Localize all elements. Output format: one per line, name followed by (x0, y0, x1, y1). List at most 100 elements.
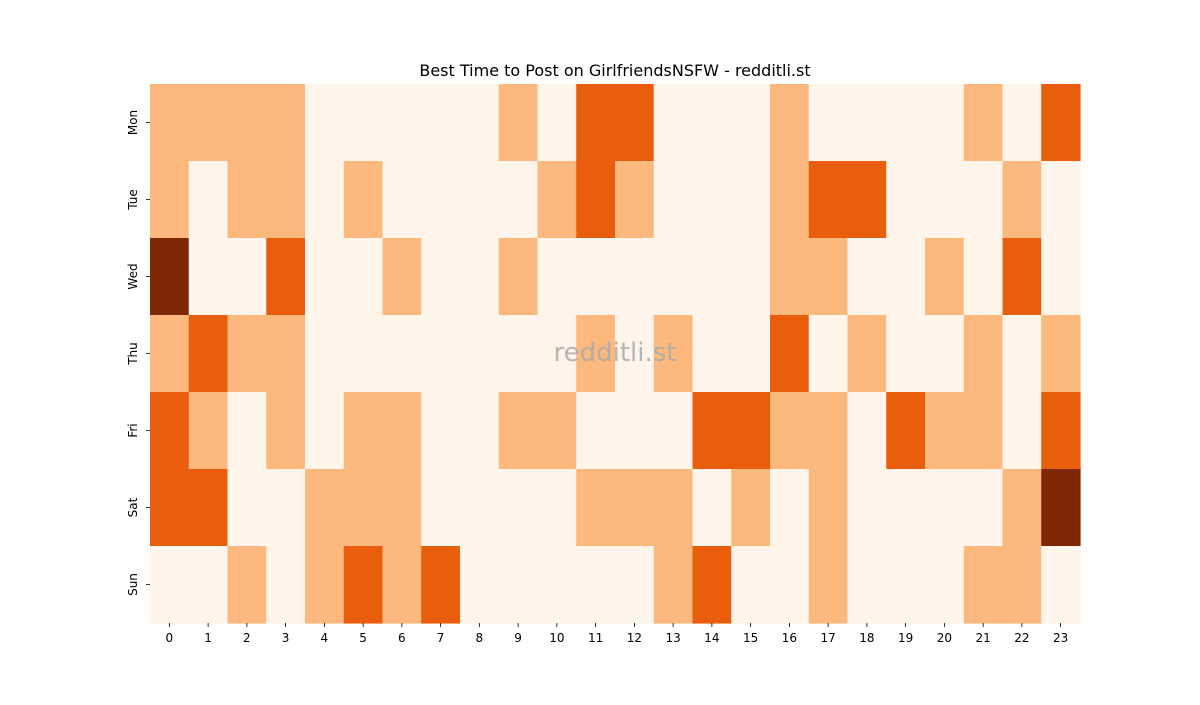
y-tick-label-thu: Thu (126, 342, 140, 366)
heatmap-cell-mon-17 (808, 84, 849, 162)
heatmap-cell-mon-10 (537, 84, 577, 162)
heatmap-cell-tue-0 (150, 161, 190, 239)
heatmap-cell-mon-1 (188, 84, 229, 162)
heatmap-cell-sat-15 (731, 469, 771, 547)
y-tick-label-fri: Fri (126, 423, 140, 437)
heatmap-cell-sat-14 (692, 469, 732, 547)
heatmap-cell-sun-1 (188, 546, 229, 624)
heatmap-cell-fri-21 (963, 392, 1004, 470)
heatmap-cell-fri-14 (692, 392, 732, 470)
heatmap-cell-mon-4 (305, 84, 345, 162)
heatmap-cell-thu-13 (653, 315, 694, 393)
x-tick-label-12: 12 (627, 631, 642, 645)
heatmap-cell-tue-7 (421, 161, 461, 239)
heatmap-cell-wed-3 (266, 238, 306, 316)
heatmap-cell-thu-11 (576, 315, 616, 393)
x-tick-label-1: 1 (204, 631, 212, 645)
heatmap-cell-sat-11 (576, 469, 616, 547)
x-tick-label-10: 10 (549, 631, 564, 645)
heatmap-cell-fri-13 (653, 392, 694, 470)
heatmap-cell-wed-5 (343, 238, 384, 316)
heatmap-cell-tue-6 (382, 161, 422, 239)
heatmap-cells (150, 84, 1081, 624)
heatmap-cell-tue-16 (770, 161, 810, 239)
heatmap-cell-thu-23 (1041, 315, 1081, 393)
heatmap-cell-tue-14 (692, 161, 732, 239)
x-tick-label-11: 11 (588, 631, 603, 645)
heatmap-cell-fri-5 (343, 392, 384, 470)
heatmap-cell-wed-1 (188, 238, 229, 316)
heatmap-cell-tue-18 (847, 161, 887, 239)
heatmap-cell-wed-0 (150, 238, 190, 316)
heatmap-cell-tue-17 (808, 161, 849, 239)
heatmap-cell-thu-14 (692, 315, 732, 393)
heatmap-cell-sun-10 (537, 546, 577, 624)
heatmap-cell-mon-8 (460, 84, 500, 162)
x-tick-label-18: 18 (859, 631, 874, 645)
x-tick-label-16: 16 (782, 631, 797, 645)
heatmap-cell-fri-15 (731, 392, 771, 470)
x-tick-label-4: 4 (321, 631, 329, 645)
heatmap-cell-mon-3 (266, 84, 306, 162)
heatmap-cell-fri-9 (498, 392, 539, 470)
heatmap-cell-sat-7 (421, 469, 461, 547)
heatmap-cell-mon-19 (886, 84, 926, 162)
x-axis: 0 1 2 3 4 5 6 7 8 9 10 11 12 13 14 15 16 17 18 19 20 21 22 23 (166, 623, 1068, 645)
heatmap-cell-thu-10 (537, 315, 577, 393)
heatmap-cell-tue-21 (963, 161, 1004, 239)
heatmap-cell-tue-10 (537, 161, 577, 239)
heatmap-cell-wed-4 (305, 238, 345, 316)
heatmap-cell-thu-20 (925, 315, 965, 393)
heatmap-cell-mon-7 (421, 84, 461, 162)
heatmap-cell-wed-15 (731, 238, 771, 316)
heatmap-cell-sat-12 (615, 469, 655, 547)
heatmap-cell-sat-17 (808, 469, 849, 547)
heatmap-cell-sat-20 (925, 469, 965, 547)
heatmap-cell-thu-3 (266, 315, 306, 393)
heatmap-cell-thu-1 (188, 315, 229, 393)
heatmap-cell-sun-0 (150, 546, 190, 624)
heatmap-cell-wed-13 (653, 238, 694, 316)
y-tick-label-sat: Sat (126, 497, 140, 517)
heatmap-cell-mon-11 (576, 84, 616, 162)
heatmap-cell-wed-19 (886, 238, 926, 316)
x-tick-label-22: 22 (1014, 631, 1029, 645)
heatmap-cell-wed-9 (498, 238, 539, 316)
heatmap-cell-sun-2 (227, 546, 267, 624)
x-tick-label-8: 8 (476, 631, 484, 645)
heatmap-cell-fri-0 (150, 392, 190, 470)
heatmap-cell-sat-3 (266, 469, 306, 547)
heatmap-cell-sun-16 (770, 546, 810, 624)
heatmap-cell-tue-15 (731, 161, 771, 239)
x-tick-label-9: 9 (514, 631, 522, 645)
heatmap-cell-fri-22 (1002, 392, 1042, 470)
heatmap-cell-sun-20 (925, 546, 965, 624)
heatmap-cell-mon-5 (343, 84, 384, 162)
heatmap-cell-sat-4 (305, 469, 345, 547)
heatmap-cell-sun-17 (808, 546, 849, 624)
heatmap-cell-sat-2 (227, 469, 267, 547)
heatmap-cell-fri-2 (227, 392, 267, 470)
heatmap-cell-fri-7 (421, 392, 461, 470)
heatmap-cell-thu-8 (460, 315, 500, 393)
heatmap-cell-sun-12 (615, 546, 655, 624)
heatmap-cell-tue-13 (653, 161, 694, 239)
x-tick-label-17: 17 (820, 631, 835, 645)
heatmap-cell-mon-0 (150, 84, 190, 162)
heatmap-cell-sun-5 (343, 546, 384, 624)
heatmap-cell-tue-23 (1041, 161, 1081, 239)
heatmap-cell-sat-19 (886, 469, 926, 547)
heatmap-cell-sat-1 (188, 469, 229, 547)
heatmap-cell-thu-22 (1002, 315, 1042, 393)
heatmap-cell-fri-18 (847, 392, 887, 470)
heatmap-cell-thu-15 (731, 315, 771, 393)
heatmap-cell-tue-19 (886, 161, 926, 239)
chart-title: Best Time to Post on GirlfriendsNSFW - r… (419, 61, 810, 80)
heatmap-cell-fri-11 (576, 392, 616, 470)
heatmap-cell-sun-22 (1002, 546, 1042, 624)
heatmap-cell-tue-2 (227, 161, 267, 239)
heatmap-cell-wed-16 (770, 238, 810, 316)
heatmap-cell-tue-12 (615, 161, 655, 239)
heatmap-cell-thu-4 (305, 315, 345, 393)
heatmap-cell-thu-19 (886, 315, 926, 393)
